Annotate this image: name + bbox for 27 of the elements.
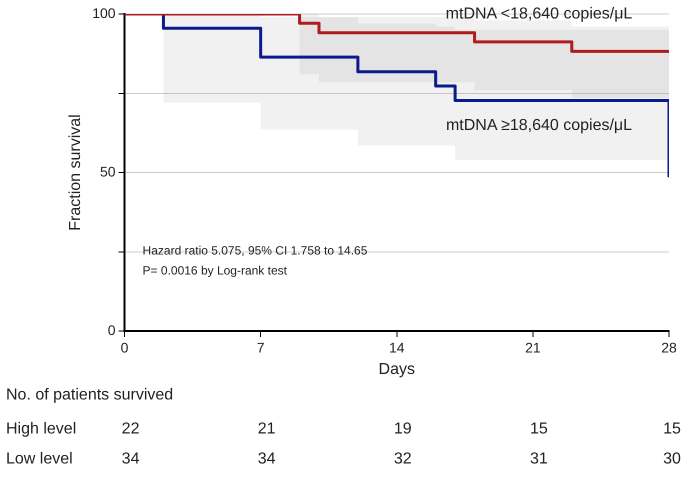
text: 34	[122, 450, 140, 468]
text: 15	[663, 420, 681, 438]
text: 15	[530, 420, 548, 438]
text: No. of patients survived	[6, 386, 174, 404]
x-tick-label: 7	[256, 339, 265, 356]
text: 19	[394, 420, 412, 438]
series-label: mtDNA <18,640 copies/μL	[446, 5, 632, 22]
y-tick-label: 0	[108, 322, 116, 338]
text: High level	[6, 420, 76, 438]
x-tick-label: 14	[388, 339, 405, 356]
x-tick-label: 21	[525, 339, 541, 356]
y-tick-label: 100	[92, 4, 116, 21]
y-tick-label: 50	[100, 163, 116, 180]
annotation: Hazard ratio 5.075, 95% CI 1.758 to 14.65	[142, 243, 368, 258]
text: 34	[258, 450, 276, 468]
x-tick-label: 28	[661, 339, 677, 356]
y-axis-title: Fraction survival	[67, 114, 84, 231]
x-axis-title: Days	[378, 360, 416, 378]
text: 32	[394, 450, 412, 468]
x-tick-label: 0	[120, 339, 129, 356]
text: 30	[663, 450, 681, 468]
text: 21	[258, 420, 276, 438]
text: 31	[530, 450, 548, 468]
annotation: P= 0.0016 by Log-rank test	[142, 263, 288, 278]
text: 22	[122, 420, 140, 438]
series-label: mtDNA ≥18,640 copies/μL	[446, 116, 632, 134]
text: Low level	[6, 450, 73, 468]
